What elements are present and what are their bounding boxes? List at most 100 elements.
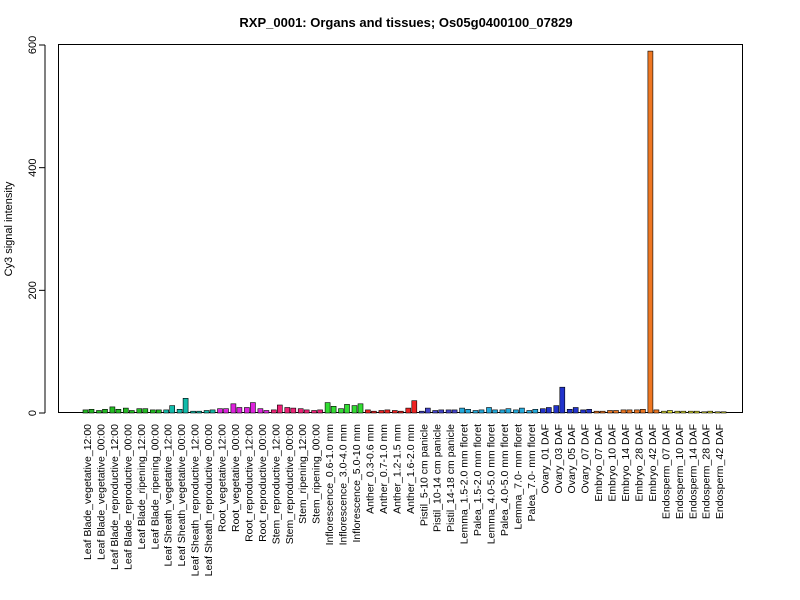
x-tick-label: Leaf Blade_reproductive_12:00 — [109, 424, 121, 570]
bar — [451, 409, 458, 414]
bar — [303, 409, 310, 414]
bar — [156, 409, 162, 414]
bar — [223, 408, 229, 414]
x-tick-label: Palea_4.0-5.0 mm floret — [499, 424, 511, 536]
bar — [519, 407, 525, 414]
x-tick-label: Inflorescence_3.0-4.0 mm — [338, 424, 350, 546]
bar — [593, 410, 600, 414]
x-tick-label: Stem_reproductive_00:00 — [284, 424, 296, 544]
bar — [257, 408, 264, 414]
bar — [96, 410, 102, 414]
bar — [290, 407, 297, 414]
bar — [129, 410, 135, 414]
x-tick-label: Leaf Sheath_vegetative_12:00 — [163, 424, 175, 567]
bar — [674, 410, 681, 414]
bar — [397, 410, 404, 414]
bar — [276, 404, 283, 414]
bar — [196, 410, 202, 414]
bar — [217, 408, 223, 414]
bar — [432, 410, 439, 414]
bar — [707, 410, 714, 414]
x-tick-label: Stem_ripening_12:00 — [297, 424, 309, 524]
y-tick-label: 600 — [27, 36, 39, 54]
bar — [720, 411, 727, 414]
x-tick-label: Ovary_07 DAF — [580, 424, 592, 493]
chart-title: RXP_0001: Organs and tissues; Os05g04001… — [239, 15, 572, 30]
bar — [142, 408, 149, 414]
bar — [311, 410, 317, 414]
category-labels: Leaf Blade_vegetative_12:00 Leaf Blade_ve… — [82, 424, 726, 577]
bar — [163, 409, 169, 414]
bar — [693, 410, 700, 414]
bar — [378, 410, 385, 414]
bar — [438, 409, 445, 414]
bar — [545, 407, 552, 414]
bar — [661, 410, 667, 414]
bar — [418, 410, 425, 414]
x-tick-label: Leaf Blade_reproductive_00:00 — [122, 424, 134, 570]
x-tick-label: Root_reproductive_12:00 — [243, 424, 255, 542]
x-tick-label: Anther_1.2-1.5 mm — [391, 424, 403, 514]
bar — [284, 407, 291, 414]
bar — [88, 408, 95, 414]
bar — [405, 407, 412, 414]
bar — [478, 409, 485, 414]
x-tick-label: Stem_ripening_00:00 — [311, 424, 323, 524]
y-axis-label: Cy3 signal intensity — [3, 181, 15, 276]
plot-frame — [58, 44, 743, 413]
x-tick-label: Endosperm_42 DAF — [714, 424, 726, 519]
y-tick-label: 400 — [27, 158, 39, 176]
bar — [102, 408, 108, 414]
x-tick-label: Anther_1.6-2.0 mm — [405, 424, 417, 514]
bar — [566, 408, 573, 414]
bar — [317, 409, 323, 414]
bar — [270, 409, 277, 414]
x-tick-label: Pistil_14-18 cm panicle — [445, 424, 457, 532]
bar — [539, 408, 546, 414]
x-tick-label: Ovary_01 DAF — [539, 424, 551, 493]
x-tick-label: Inflorescence_5.0-10 mm — [351, 424, 363, 543]
bar — [513, 409, 519, 414]
bar — [344, 404, 350, 414]
x-tick-label: Embryo_14 DAF — [620, 424, 632, 502]
bar — [109, 406, 116, 414]
bar — [391, 410, 398, 414]
bar — [115, 408, 122, 414]
bar — [230, 403, 237, 414]
bar — [263, 410, 270, 414]
x-tick-label: Anther_0.3-0.6 mm — [364, 424, 376, 514]
bar — [351, 405, 358, 414]
x-tick-label: Leaf Blade_ripening_12:00 — [136, 424, 148, 550]
x-tick-label: Leaf Sheath_reproductive_00:00 — [203, 424, 215, 577]
bar — [236, 407, 243, 414]
bar — [250, 402, 256, 414]
bar — [445, 409, 452, 414]
x-tick-label: Anther_0.7-1.0 mm — [378, 424, 390, 514]
bar — [176, 408, 183, 414]
bar — [714, 411, 721, 414]
x-tick-label: Leaf Blade_vegetative_12:00 — [82, 424, 94, 560]
bar — [607, 410, 613, 414]
x-tick-label: Root_vegetative_12:00 — [217, 424, 229, 532]
bar — [182, 397, 189, 414]
bar — [136, 408, 143, 414]
bar — [620, 409, 627, 414]
bar — [459, 407, 465, 414]
bar — [424, 407, 431, 414]
bar — [640, 408, 646, 414]
bar — [357, 403, 364, 414]
x-tick-label: Lemma_4.0-5.0 mm floret — [486, 424, 498, 544]
x-tick-label: Leaf Blade_vegetative_00:00 — [96, 424, 108, 560]
bar — [505, 408, 512, 414]
bar — [411, 400, 418, 414]
bars — [82, 50, 727, 414]
x-tick-label: Endosperm_14 DAF — [687, 424, 699, 519]
bar — [330, 405, 337, 414]
x-tick-label: Root_reproductive_00:00 — [257, 424, 269, 542]
bar — [371, 410, 377, 414]
bar — [190, 410, 196, 414]
x-tick-label: Endosperm_07 DAF — [660, 424, 672, 519]
bar — [526, 410, 533, 414]
bar — [599, 410, 606, 414]
